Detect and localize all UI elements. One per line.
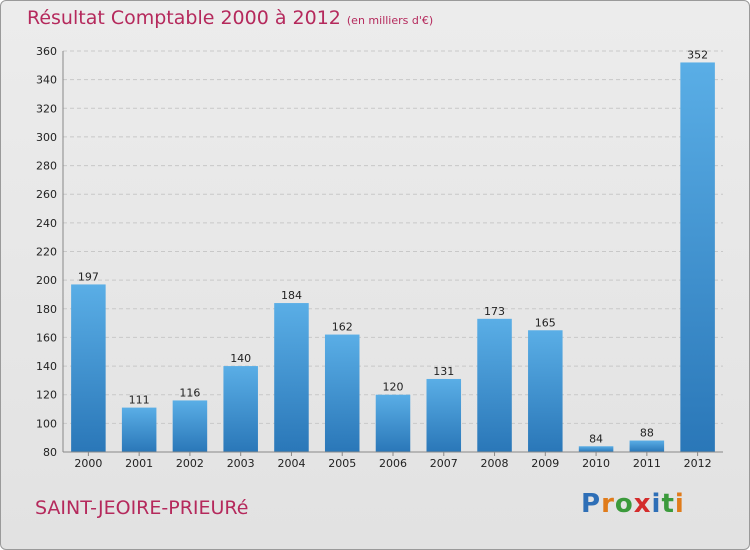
y-tick-label: 240 bbox=[36, 217, 57, 230]
y-tick-label: 80 bbox=[43, 446, 57, 459]
y-tick-label: 180 bbox=[36, 303, 57, 316]
y-tick-label: 280 bbox=[36, 160, 57, 173]
x-tick-label: 2000 bbox=[74, 457, 102, 470]
logo-letter: r bbox=[601, 489, 615, 519]
bar-value-label: 352 bbox=[687, 48, 708, 61]
bar bbox=[578, 446, 614, 452]
bar-value-label: 173 bbox=[484, 305, 505, 318]
y-tick-label: 260 bbox=[36, 188, 57, 201]
bar bbox=[477, 318, 512, 452]
commune-name: SAINT-JEOIRE-PRIEURé bbox=[35, 497, 249, 519]
axes: 80 100 120 140 160 180 200 220 240 260 280 300 320 34… bbox=[36, 45, 723, 470]
bar-value-label: 120 bbox=[383, 381, 404, 394]
bar-value-label: 162 bbox=[332, 321, 353, 334]
proxiti-logo: Proxiti bbox=[581, 489, 685, 519]
x-tick-label: 2006 bbox=[379, 457, 407, 470]
y-tick-label: 340 bbox=[36, 74, 57, 87]
chart-title: Résultat Comptable 2000 à 2012 (en millie… bbox=[27, 7, 433, 29]
bar bbox=[172, 400, 208, 452]
y-tick-label: 160 bbox=[36, 331, 57, 344]
x-tick-label: 2003 bbox=[227, 457, 255, 470]
x-tick-label: 2005 bbox=[328, 457, 356, 470]
x-tick-label: 2004 bbox=[277, 457, 305, 470]
y-tick-label: 300 bbox=[36, 131, 57, 144]
bar-value-label: 88 bbox=[640, 427, 654, 440]
bar bbox=[324, 334, 360, 452]
x-tick-label: 2010 bbox=[582, 457, 610, 470]
logo-letter: P bbox=[581, 489, 602, 519]
y-tick-label: 360 bbox=[36, 45, 57, 58]
bar bbox=[426, 378, 462, 452]
y-tick-label: 140 bbox=[36, 360, 57, 373]
logo-letter: i bbox=[651, 489, 662, 519]
bars: 197 111 116 140 184 162 120 131 173 165 84 88 352 bbox=[71, 48, 715, 452]
bar-value-label: 116 bbox=[179, 386, 200, 399]
logo-letter: t bbox=[661, 489, 675, 519]
y-tick-label: 200 bbox=[36, 274, 57, 287]
bar-value-label: 165 bbox=[535, 316, 556, 329]
y-tick-label: 120 bbox=[36, 389, 57, 402]
bar bbox=[680, 62, 715, 452]
bar-value-label: 131 bbox=[433, 365, 454, 378]
x-tick-label: 2002 bbox=[176, 457, 204, 470]
bar bbox=[71, 284, 106, 452]
x-tick-label: 2008 bbox=[481, 457, 509, 470]
bar bbox=[629, 440, 665, 452]
bar-value-label: 197 bbox=[78, 270, 99, 283]
logo-letter: o bbox=[614, 489, 634, 519]
title-subtitle: (en milliers d'€) bbox=[346, 14, 434, 27]
y-tick-label: 220 bbox=[36, 246, 57, 259]
x-tick-label: 2012 bbox=[684, 457, 712, 470]
x-tick-label: 2001 bbox=[125, 457, 153, 470]
bar bbox=[121, 407, 157, 452]
x-tick-label: 2009 bbox=[531, 457, 559, 470]
bar bbox=[274, 303, 309, 452]
bar bbox=[528, 330, 563, 452]
bar bbox=[375, 394, 411, 452]
logo-letter: i bbox=[674, 489, 685, 519]
logo-letter: x bbox=[633, 489, 652, 519]
bar-value-label: 140 bbox=[230, 352, 251, 365]
bar-value-label: 111 bbox=[129, 394, 150, 407]
y-tick-label: 100 bbox=[36, 417, 57, 430]
bar-value-label: 184 bbox=[281, 289, 302, 302]
bar-value-label: 84 bbox=[589, 432, 603, 445]
y-tick-label: 320 bbox=[36, 102, 57, 115]
title-main: Résultat Comptable 2000 à 2012 bbox=[27, 7, 341, 29]
x-tick-label: 2011 bbox=[633, 457, 661, 470]
bar bbox=[223, 366, 258, 452]
x-tick-label: 2007 bbox=[430, 457, 458, 470]
